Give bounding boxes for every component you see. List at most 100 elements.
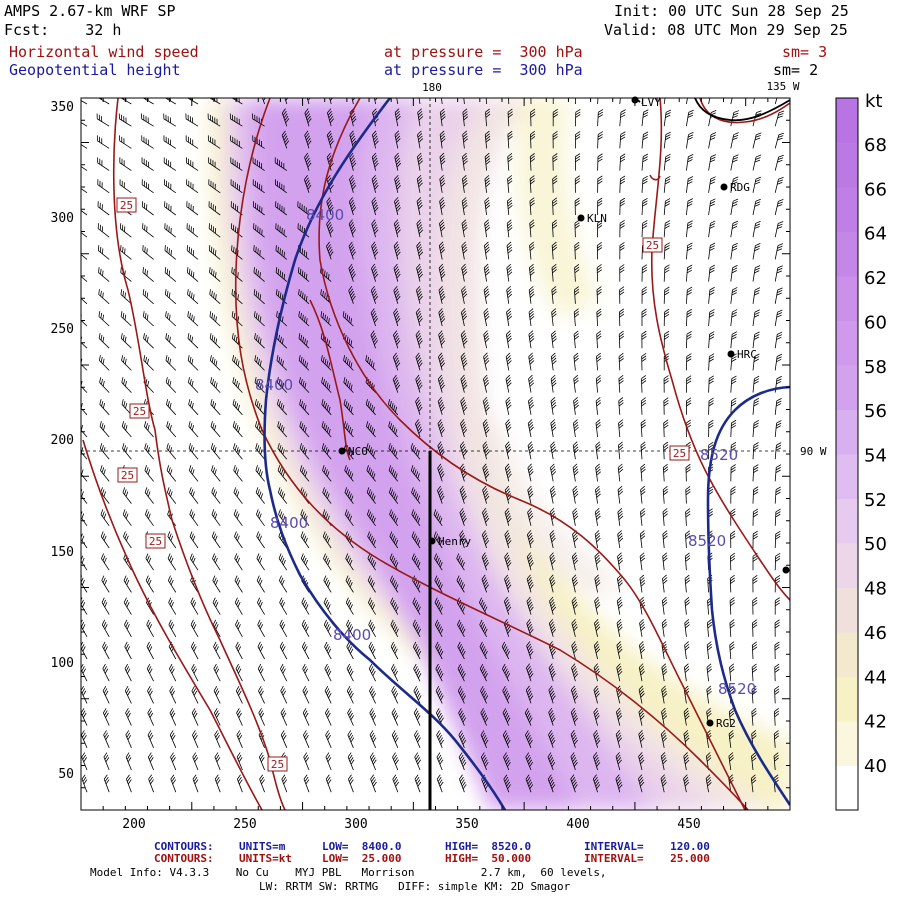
wind-barb — [438, 263, 446, 282]
wind-barb — [103, 774, 110, 793]
wind-barb — [439, 174, 446, 193]
wind-barb — [100, 531, 110, 549]
wind-barb — [370, 285, 379, 304]
wind-barb — [728, 707, 735, 726]
wind-barb — [457, 619, 466, 637]
wind-barb — [164, 267, 177, 282]
wind-barb — [505, 330, 512, 349]
wind-barb — [708, 309, 715, 327]
wind-barb — [236, 752, 243, 771]
wind-barb — [120, 245, 132, 260]
wind-barb — [98, 267, 110, 282]
wind-barb — [277, 421, 288, 438]
wind-barb — [393, 241, 401, 260]
station-marker — [782, 566, 790, 574]
wind-barb — [297, 267, 310, 282]
wind-barb — [164, 223, 177, 238]
wind-barb — [708, 397, 714, 415]
wind-barb — [99, 421, 110, 438]
wind-barb — [440, 98, 446, 105]
wind-barb — [327, 108, 335, 127]
wind-barb — [663, 220, 671, 238]
wind-barb — [393, 219, 401, 238]
wind-barb — [730, 264, 738, 282]
wind-barb — [484, 219, 490, 238]
wind-barb — [460, 374, 468, 393]
wind-barb — [459, 530, 467, 549]
wind-barb — [302, 708, 310, 726]
wind-barb — [483, 352, 490, 371]
wind-barb — [550, 397, 557, 415]
wind-barb — [412, 619, 421, 637]
wind-barb — [142, 245, 154, 260]
wind-barb — [619, 131, 626, 149]
wind-barb — [321, 377, 332, 393]
wind-barb — [505, 374, 512, 393]
wind-barb — [774, 176, 784, 193]
wind-barb — [728, 752, 734, 771]
wind-barb — [388, 465, 399, 482]
wind-barb — [551, 263, 557, 282]
wind-barb — [684, 552, 691, 571]
wind-barb — [617, 530, 624, 549]
wind-barb — [503, 596, 512, 615]
wind-barb — [507, 175, 513, 193]
wind-barb — [213, 641, 221, 660]
wind-barb — [370, 330, 378, 349]
wind-barb — [662, 486, 669, 504]
wind-barb — [752, 331, 760, 349]
wind-barb — [257, 641, 265, 660]
wind-barb — [774, 530, 781, 549]
wind-barb — [118, 113, 132, 127]
wind-barb — [252, 157, 265, 171]
wind-barb — [752, 353, 760, 371]
wind-barb — [597, 175, 603, 193]
wind-barb — [573, 330, 580, 349]
wind-barb — [236, 708, 243, 726]
wind-barb — [98, 333, 110, 349]
wind-barb — [596, 241, 603, 260]
height-label: 8520 — [688, 532, 726, 550]
colorbar-level-label: 44 — [864, 667, 887, 688]
wind-barb — [372, 98, 379, 105]
wind-barb — [574, 197, 580, 216]
wind-barb — [325, 730, 332, 748]
wind-barb — [462, 108, 469, 127]
wind-barb — [480, 708, 489, 726]
height-contours — [263, 98, 790, 810]
wind-barb — [752, 575, 758, 593]
wind-barb — [435, 641, 444, 660]
wind-barb — [163, 113, 177, 127]
wind-barb — [774, 641, 780, 660]
wind-barb — [594, 574, 601, 593]
wind-barb — [124, 619, 132, 637]
wind-barb — [617, 463, 624, 482]
wind-barb — [276, 333, 288, 349]
wind-barb — [552, 175, 558, 193]
wind-barb — [302, 663, 310, 682]
x-tick-label: 400 — [566, 817, 589, 832]
wind-barb — [346, 685, 354, 704]
wind-barb — [145, 553, 154, 571]
wind-barb — [433, 509, 443, 527]
wind-barb — [229, 113, 243, 127]
wind-barb — [570, 752, 578, 771]
init-time: Init: 00 UTC Sun 28 Sep 25 — [614, 2, 849, 20]
wind-barb — [482, 419, 490, 438]
wind-barb — [237, 774, 243, 793]
wind-barb — [388, 487, 399, 504]
wind-barb — [414, 419, 423, 438]
wind-barb — [163, 179, 177, 194]
wind-barb — [663, 330, 670, 349]
wind-barb — [278, 509, 288, 527]
wind-barb — [525, 685, 534, 704]
wind-barb — [595, 485, 601, 504]
wind-barb — [232, 377, 243, 393]
wind-barb — [708, 264, 716, 282]
colorbar-level-label: 58 — [864, 357, 887, 378]
wind-barb — [774, 663, 780, 682]
colorbar-level-label: 40 — [864, 756, 887, 777]
wind-barb — [570, 685, 579, 704]
wind-contour-25-southwest — [82, 439, 263, 810]
station-kln: KLN — [577, 212, 607, 225]
